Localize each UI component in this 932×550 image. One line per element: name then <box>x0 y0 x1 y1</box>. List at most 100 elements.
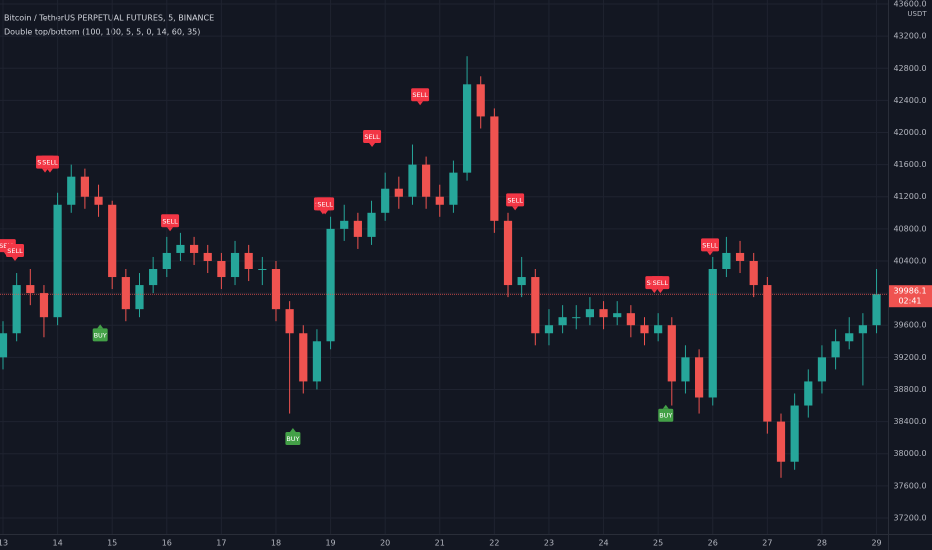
y-tick-label: 39200.0 <box>893 353 926 362</box>
candle-body <box>531 277 540 334</box>
candle-body <box>776 421 786 462</box>
candle-body <box>613 313 622 318</box>
countdown-label: 02:41 <box>898 297 921 306</box>
signal-box <box>161 214 180 228</box>
y-tick-label: 37200.0 <box>893 513 926 522</box>
signal-pointer <box>42 168 49 173</box>
candle-body <box>790 405 799 462</box>
candle-body <box>462 84 472 173</box>
signal-box <box>701 238 720 252</box>
candle-body <box>94 196 103 205</box>
x-tick-label: 17 <box>216 539 226 548</box>
x-tick-label: 26 <box>708 539 718 548</box>
candle-body <box>681 357 690 382</box>
candle-body <box>626 313 635 326</box>
candle-body <box>435 196 444 205</box>
signal-label: BUY <box>286 435 299 443</box>
candle-body <box>285 309 294 334</box>
candle-body <box>353 220 362 237</box>
signal-pointer <box>369 142 376 147</box>
signal-pointer <box>289 428 296 433</box>
candle-body <box>53 204 62 318</box>
candle-body <box>381 188 390 213</box>
candle-body <box>804 381 813 406</box>
signal-pointer <box>46 168 53 173</box>
candle-body <box>189 244 199 253</box>
candle-body <box>735 252 745 261</box>
candle-body <box>503 220 513 286</box>
candle-body <box>667 325 676 382</box>
last-price-box <box>889 285 932 308</box>
signal-box <box>92 328 108 342</box>
x-tick-label: 24 <box>598 539 608 548</box>
signal-box <box>6 243 25 257</box>
last-price-label: 39986.1 <box>893 287 926 296</box>
candle-body <box>858 325 867 334</box>
signal-box <box>285 432 301 446</box>
y-tick-label: 41200.0 <box>893 192 926 201</box>
x-tick-label: 18 <box>271 539 281 548</box>
x-tick-label: 25 <box>653 539 663 548</box>
candle-body <box>271 269 281 310</box>
signal-label: SELL <box>653 279 669 287</box>
signal-pointer <box>167 227 174 232</box>
x-tick-label: 22 <box>489 539 499 548</box>
y-tick-label: 40400.0 <box>893 256 926 265</box>
candle-body <box>558 317 567 326</box>
candle-body <box>0 333 8 358</box>
candle-body <box>845 333 854 342</box>
candle-body <box>340 220 349 229</box>
signal-box <box>651 276 670 290</box>
y-tick-label: 40800.0 <box>893 224 926 233</box>
y-tick-label: 43600.0 <box>893 0 926 9</box>
candle-body <box>162 252 171 270</box>
signal-label: BUY <box>659 412 672 420</box>
candle-body <box>872 294 881 326</box>
y-tick-label: 41600.0 <box>893 160 926 169</box>
y-tick-label: 38400.0 <box>893 417 926 426</box>
signal-label: SELL <box>702 241 718 249</box>
candle-body <box>244 252 253 270</box>
candle-body <box>749 260 758 286</box>
y-tick-label: 42400.0 <box>893 96 926 105</box>
y-tick-label: 38000.0 <box>893 449 926 458</box>
candle-body <box>408 164 417 197</box>
candle-body <box>176 244 185 253</box>
candle-body <box>585 309 595 318</box>
candle-body <box>763 285 772 422</box>
signal-pointer <box>322 210 329 215</box>
y-tick-label: 38800.0 <box>893 385 926 394</box>
candle-body <box>80 176 89 197</box>
signal-box <box>506 193 525 207</box>
signal-pointer <box>12 256 19 261</box>
y-tick-label: 39600.0 <box>893 321 926 330</box>
candle-body <box>722 252 731 270</box>
signal-box <box>363 129 382 143</box>
candle-body <box>449 172 458 205</box>
signal-pointer <box>97 324 104 329</box>
candle-body <box>121 277 130 310</box>
x-tick-label: 27 <box>762 539 772 548</box>
y-tick-label: 37600.0 <box>893 481 926 490</box>
candle-body <box>108 204 117 278</box>
signal-label: BUY <box>94 331 107 339</box>
x-tick-label: 19 <box>325 539 335 548</box>
signal-label: SELL <box>7 247 23 255</box>
candle-body <box>572 317 581 319</box>
signal-label: SELL <box>507 196 523 204</box>
x-tick-label: 29 <box>871 539 881 548</box>
candle-body <box>312 341 322 382</box>
signal-pointer <box>417 101 424 106</box>
candle-body <box>422 164 431 197</box>
candle-body <box>640 325 649 334</box>
candle-body <box>654 325 663 334</box>
candle-body <box>367 212 376 237</box>
candle-body <box>299 333 308 382</box>
chart-title: Bitcoin / TetherUS PERPETUAL FUTURES, 5,… <box>4 14 214 23</box>
y-tick-label: 43200.0 <box>893 32 926 41</box>
candle-body <box>326 228 335 342</box>
x-tick-label: 14 <box>53 539 63 548</box>
y-axis-label: USDT <box>907 10 927 18</box>
candle-body <box>230 252 240 278</box>
candle-body <box>544 325 554 334</box>
